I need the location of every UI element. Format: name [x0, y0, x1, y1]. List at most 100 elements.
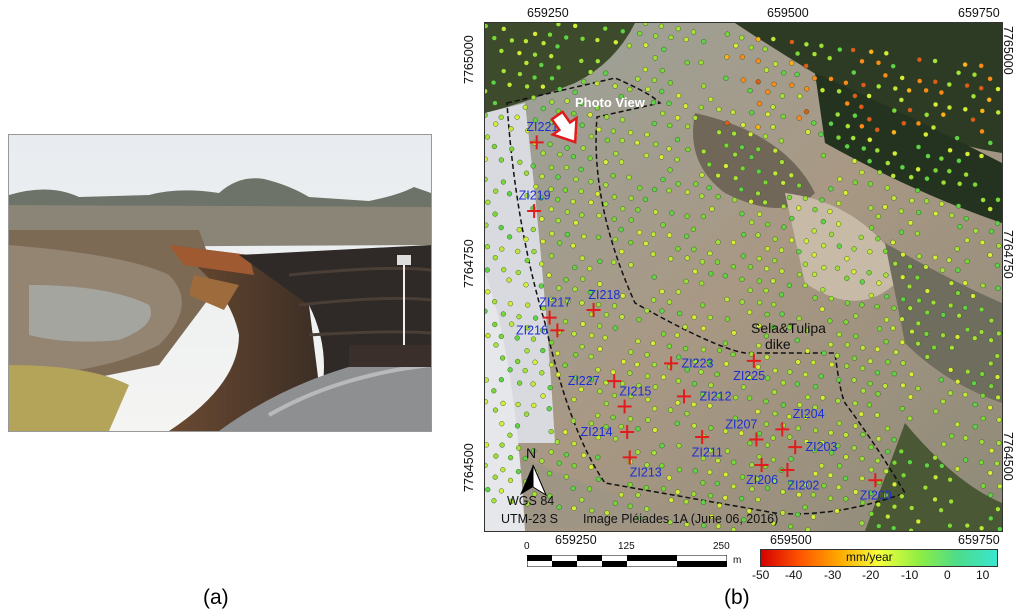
- insar-point: [493, 188, 499, 194]
- insar-point: [915, 187, 921, 194]
- insar-point: [595, 234, 602, 240]
- insar-point: [755, 497, 761, 503]
- insar-point: [485, 23, 489, 29]
- insar-point: [723, 142, 730, 149]
- insar-point: [676, 467, 683, 473]
- insar-point: [675, 289, 682, 295]
- insar-point: [890, 173, 896, 179]
- insar-point: [556, 240, 563, 246]
- insar-point: [875, 391, 881, 397]
- insar-point: [708, 271, 714, 277]
- insar-point: [818, 373, 824, 379]
- insar-point: [756, 323, 762, 329]
- insar-point: [700, 302, 706, 308]
- insar-point: [979, 439, 985, 445]
- insar-point: [907, 264, 913, 270]
- insar-point: [949, 345, 955, 351]
- top-x-label-2: 659500: [767, 6, 809, 20]
- insar-point: [867, 381, 873, 387]
- insar-point: [780, 113, 786, 120]
- insar-point: [523, 236, 529, 242]
- insar-point: [525, 325, 531, 331]
- insar-point: [836, 377, 842, 383]
- insar-point: [787, 369, 793, 375]
- insar-point: [546, 471, 553, 477]
- insar-point: [500, 467, 506, 473]
- insar-point: [610, 173, 616, 179]
- insar-point: [802, 282, 808, 289]
- insar-point: [611, 259, 617, 265]
- insar-point: [692, 268, 698, 275]
- map-panel-b: ZI221 ZI219 ZI217 ZI218 ZI216 ZI227 ZI223 ZI225…: [484, 22, 1003, 532]
- insar-point: [578, 100, 585, 106]
- insar-point: [587, 69, 594, 75]
- insar-point: [684, 233, 690, 239]
- insar-point: [852, 93, 858, 99]
- insar-point: [757, 300, 763, 306]
- insar-point: [915, 120, 922, 127]
- insar-point: [788, 456, 794, 462]
- insar-point: [874, 147, 880, 154]
- insar-point: [859, 279, 865, 285]
- insar-point: [644, 308, 650, 314]
- insar-point: [707, 250, 713, 257]
- insar-point: [675, 26, 681, 32]
- insar-point: [834, 265, 841, 271]
- insar-point: [836, 88, 842, 94]
- insar-point: [916, 57, 923, 63]
- insar-point: [675, 246, 681, 252]
- insar-point: [860, 432, 866, 438]
- insar-point: [755, 79, 761, 85]
- insar-point: [851, 158, 858, 164]
- insar-point: [581, 79, 587, 85]
- insar-point: [659, 463, 665, 469]
- velocity-colorbar: [760, 549, 998, 567]
- insar-point: [645, 86, 651, 92]
- insar-point: [485, 156, 488, 162]
- right-y-label-2: 7764750: [1001, 230, 1015, 279]
- insar-point: [771, 478, 777, 484]
- insar-point: [708, 382, 714, 388]
- insar-point: [516, 314, 522, 320]
- insar-point: [564, 209, 571, 215]
- insar-point: [844, 342, 851, 348]
- insar-point: [994, 460, 1000, 467]
- insar-point: [556, 460, 562, 466]
- insar-point: [940, 332, 946, 338]
- insar-point: [755, 36, 761, 42]
- insar-point: [955, 203, 962, 209]
- insar-point: [668, 34, 674, 41]
- insar-point: [948, 367, 954, 373]
- insar-point: [677, 310, 683, 317]
- insar-point: [890, 239, 896, 246]
- insar-point: [594, 191, 601, 197]
- insar-point: [730, 109, 736, 115]
- insar-point: [778, 247, 785, 253]
- insar-point: [739, 211, 745, 217]
- insar-point: [732, 415, 738, 421]
- insar-point: [549, 75, 555, 81]
- insar-point: [867, 181, 874, 187]
- insar-point: [564, 98, 570, 104]
- insar-point: [779, 93, 786, 99]
- insar-point: [514, 423, 521, 429]
- insar-point: [996, 330, 1002, 337]
- insar-point: [540, 347, 546, 354]
- insar-point: [548, 429, 554, 435]
- insar-point: [755, 124, 761, 130]
- insar-point: [772, 411, 778, 417]
- insar-point: [764, 354, 770, 360]
- insar-point: [764, 485, 771, 491]
- insar-point: [509, 146, 515, 152]
- insar-point: [932, 58, 938, 64]
- colorbar-tick: -10: [901, 568, 919, 582]
- insar-point: [979, 128, 985, 135]
- insar-point: [539, 173, 545, 180]
- insar-point: [539, 458, 545, 464]
- insar-point: [988, 360, 994, 367]
- insar-point: [819, 87, 826, 93]
- insar-point: [741, 517, 747, 523]
- insar-point: [739, 144, 745, 150]
- insar-point: [547, 141, 553, 147]
- insar-point: [891, 437, 897, 443]
